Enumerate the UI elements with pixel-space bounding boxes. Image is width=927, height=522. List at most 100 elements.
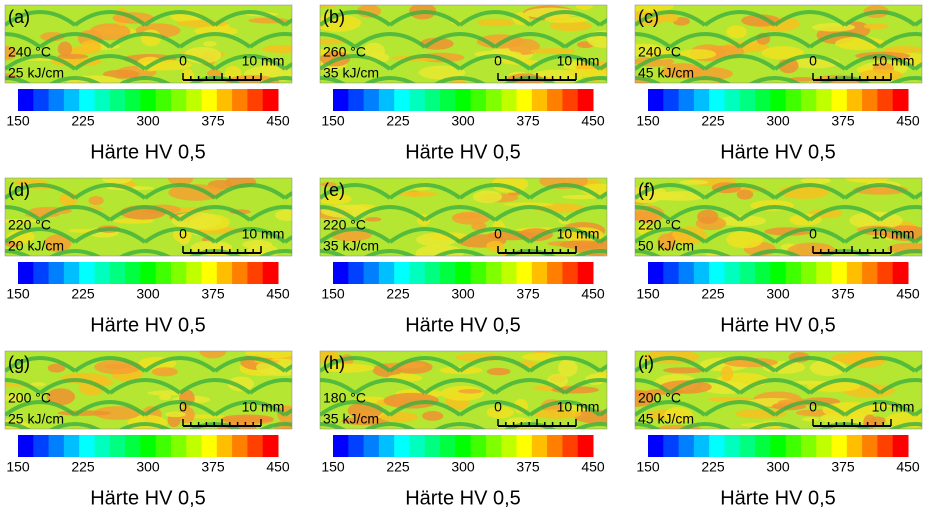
colorbar-step [648, 262, 664, 284]
colorbar-step [724, 89, 741, 111]
colorbar-step [816, 89, 833, 111]
map-blob [697, 209, 719, 224]
panel-label: (g) [8, 353, 30, 373]
panel-label: (c) [638, 7, 659, 27]
colorbar-step [831, 89, 848, 111]
colorbar-step [63, 89, 80, 111]
panel: (b) 260 °C 35 kJ/cm 0 10 mm 150 225 300 375 450 Hä… [319, 4, 608, 163]
colorbar-step [709, 262, 725, 284]
map-blob [720, 365, 734, 382]
map-blob [89, 23, 131, 41]
map-blob [320, 363, 375, 373]
map-blob [341, 417, 390, 426]
map-fusion-line [5, 378, 292, 395]
map-fusion-line [5, 249, 292, 256]
colorbar-step [755, 262, 771, 284]
colorbar-tick-label: 150 [636, 459, 660, 475]
map-fusion-line [635, 76, 922, 83]
map-blob [364, 217, 382, 222]
colorbar-step [378, 89, 395, 111]
map-fusion-line [5, 54, 292, 71]
map-blob [30, 382, 46, 387]
map-fusion-line [635, 54, 922, 71]
scale-start: 0 [179, 53, 187, 69]
map-blob [884, 46, 922, 53]
map-blob [533, 409, 582, 419]
colorbar-step [892, 262, 909, 284]
colorbar-step [501, 262, 518, 284]
colorbar-step [440, 435, 456, 457]
energy: 35 kJ/cm [323, 411, 379, 427]
scale-end: 10 mm [242, 226, 285, 242]
colorbar-step [547, 89, 563, 111]
map-blob [158, 394, 172, 401]
colorbar-tick-label: 225 [386, 286, 410, 302]
map-blob [562, 68, 607, 77]
colorbar-step [831, 435, 848, 457]
map-fusion-line [635, 32, 922, 49]
map-fusion-line [5, 183, 292, 200]
colorbar-step [862, 262, 878, 284]
map-fusion-line [635, 10, 922, 27]
map-blob [262, 45, 292, 53]
panel-label: (h) [323, 353, 345, 373]
colorbar-step [186, 435, 203, 457]
colorbar-step [440, 89, 456, 111]
map-blob [6, 229, 35, 244]
colorbar-step [724, 435, 741, 457]
colorbar-step [201, 262, 218, 284]
colorbar-step [770, 89, 787, 111]
colorbar-tick-label: 375 [516, 459, 540, 475]
colorbar-label: Härte HV 0,5 [90, 314, 206, 336]
map-frame [319, 177, 608, 257]
map-blob [503, 202, 554, 207]
energy: 45 kJ/cm [638, 65, 694, 81]
colorbar-step [409, 89, 426, 111]
colorbar-step [409, 435, 426, 457]
colorbar-step [562, 89, 579, 111]
colorbar-step [201, 435, 218, 457]
scale-start: 0 [179, 226, 187, 242]
colorbar-tick-label: 450 [581, 459, 605, 475]
map-blob [5, 218, 42, 224]
colorbar-tick-label: 450 [896, 459, 920, 475]
map-frame [4, 4, 293, 84]
map-blob [635, 389, 656, 407]
temperature: 240 °C [8, 44, 51, 60]
map-fusion-line [5, 227, 292, 244]
colorbar-step [547, 262, 563, 284]
temperature: 260 °C [323, 44, 366, 60]
map-blob [559, 240, 604, 249]
temperature: 220 °C [638, 217, 681, 233]
map-blob [793, 380, 826, 385]
colorbar-step [18, 262, 34, 284]
map-blob [863, 23, 889, 30]
colorbar-tick-label: 225 [71, 286, 95, 302]
colorbar-tick-label: 300 [766, 113, 790, 129]
colorbar-step [562, 435, 579, 457]
colorbar-step [648, 435, 664, 457]
colorbar-step [262, 89, 279, 111]
colorbar-step [831, 262, 848, 284]
colorbar-step [140, 262, 157, 284]
colorbar-tick-label: 150 [636, 286, 660, 302]
colorbar-step [470, 262, 487, 284]
map-blob [242, 240, 273, 250]
map-blob [486, 367, 511, 376]
colorbar-step [48, 262, 65, 284]
colorbar-tick-label: 300 [136, 286, 160, 302]
colorbar-step [693, 435, 710, 457]
scale-start: 0 [494, 53, 502, 69]
scale-end: 10 mm [872, 53, 915, 69]
scale-start: 0 [179, 399, 187, 415]
colorbar-step [800, 262, 817, 284]
map-blob [320, 5, 337, 9]
colorbar-step [125, 262, 141, 284]
map-blob [441, 385, 485, 401]
colorbar-step [262, 262, 279, 284]
colorbar-step [125, 89, 141, 111]
map-fusion-line [5, 356, 292, 373]
colorbar-step [678, 89, 695, 111]
colorbar-step [424, 435, 441, 457]
map-blob [661, 63, 703, 79]
